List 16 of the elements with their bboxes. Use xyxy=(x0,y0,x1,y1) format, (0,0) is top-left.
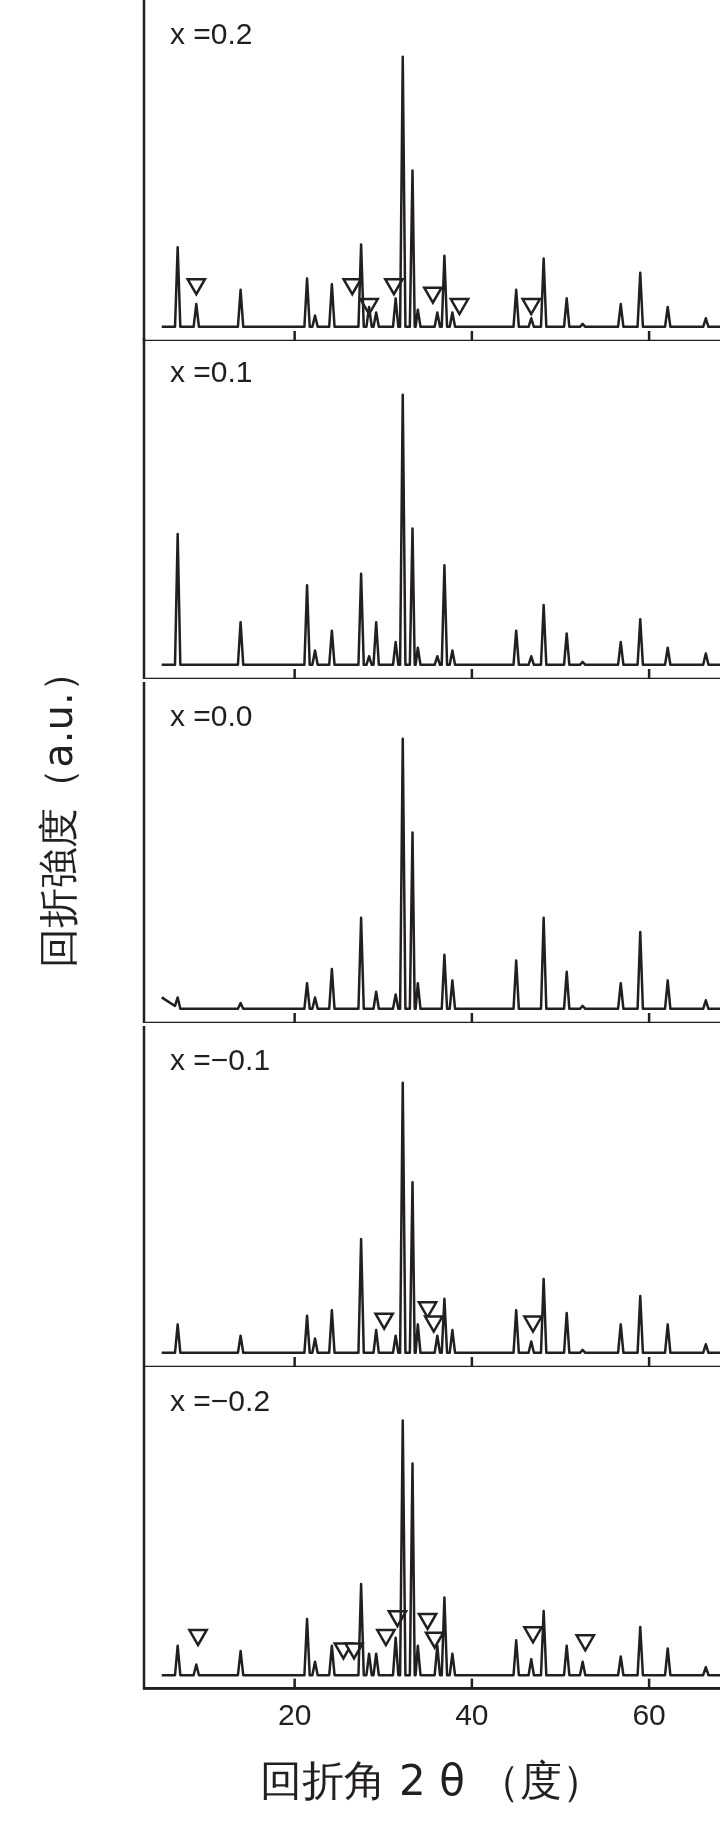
chart-title: x =0.2 xyxy=(170,17,253,50)
chart-title: x =−0.1 xyxy=(170,1043,271,1076)
point xyxy=(417,1612,438,1631)
x-axis-title: 回折角 2 θ （度） xyxy=(259,1755,605,1805)
point xyxy=(424,1631,445,1649)
point xyxy=(575,1634,596,1652)
y-axis-title: 回折強度（a.u.） xyxy=(35,652,81,968)
point xyxy=(188,1628,208,1647)
chart-title: x =0.1 xyxy=(170,355,253,388)
chart-title: x =−0.2 xyxy=(170,1384,271,1417)
chart-title: x =0.0 xyxy=(170,699,253,732)
x-tick-label: 60 xyxy=(632,1697,666,1731)
x-tick-label: 20 xyxy=(277,1697,312,1731)
point xyxy=(376,1628,396,1647)
x-tick-label: 40 xyxy=(455,1697,489,1731)
point xyxy=(523,1626,543,1644)
